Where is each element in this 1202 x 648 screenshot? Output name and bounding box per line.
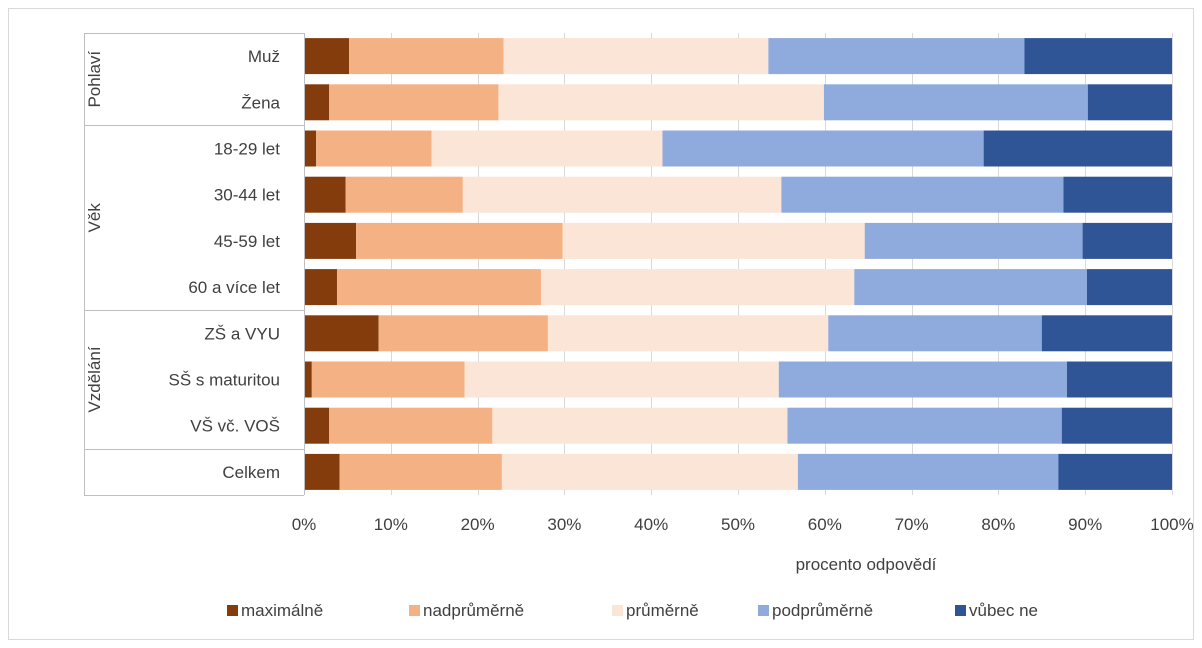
legend-label: nadprůměrně — [423, 601, 524, 620]
bar-segment — [1041, 315, 1172, 352]
bar-segment — [304, 84, 330, 121]
x-tick-label: 20% — [461, 515, 495, 534]
bar-segment — [983, 130, 1172, 167]
bar-segment — [823, 84, 1088, 121]
bar-segment — [304, 38, 350, 75]
bar-segment — [329, 407, 493, 444]
category-label: ZŠ a VYU — [204, 324, 280, 343]
legend-label: maximálně — [241, 601, 323, 620]
bar-segment — [304, 176, 346, 213]
legend-swatch — [955, 605, 966, 616]
x-tick-label: 30% — [547, 515, 581, 534]
bar-segment — [1086, 269, 1172, 306]
bar-segment — [464, 361, 779, 398]
bar-segment — [304, 315, 379, 352]
category-label: 30-44 let — [214, 186, 280, 205]
bar-segment — [304, 130, 317, 167]
bar-segment — [540, 269, 855, 306]
bar-segment — [1061, 407, 1172, 444]
bar-segment — [356, 222, 563, 259]
category-axis: Muž Žena 18-29 let 30-44 let 45-59 let 60 a v… — [84, 33, 305, 496]
bar-segment — [547, 315, 829, 352]
bar-segment — [662, 130, 984, 167]
category-label: 60 a více let — [188, 278, 280, 297]
bar-segment — [864, 222, 1083, 259]
bar-segment — [431, 130, 663, 167]
bar-segment — [336, 269, 541, 306]
category-label: VŠ vč. VOŠ — [190, 417, 280, 436]
bar-segment — [1066, 361, 1172, 398]
legend-swatch — [758, 605, 769, 616]
legend-swatch — [227, 605, 238, 616]
x-tick-label: 10% — [374, 515, 408, 534]
bar-segment — [304, 269, 337, 306]
group-label: Pohlaví — [85, 51, 104, 108]
bar-segment — [503, 38, 769, 75]
bar-segment — [349, 38, 504, 75]
x-tick-label: 70% — [895, 515, 929, 534]
bar-segment — [854, 269, 1087, 306]
category-label: Žena — [241, 93, 280, 112]
bar-segment — [462, 176, 782, 213]
x-tick-label: 100% — [1150, 515, 1193, 534]
bar-segment — [828, 315, 1042, 352]
bar-segment — [501, 453, 798, 490]
bar-segment — [316, 130, 432, 167]
x-tick-label: 80% — [981, 515, 1015, 534]
bar-segment — [304, 222, 357, 259]
x-tick-label: 0% — [292, 515, 317, 534]
legend: maximálně nadprůměrně průměrně podprůměrně v… — [227, 601, 1038, 620]
x-axis-ticks: 0% 10% 20% 30% 40% 50% 60% 70% 80% 90% 100% — [292, 515, 1194, 534]
bar-segment — [329, 84, 499, 121]
bar-segment — [304, 453, 340, 490]
bar-segment — [562, 222, 865, 259]
x-tick-label: 50% — [721, 515, 755, 534]
category-label: Muž — [248, 47, 280, 66]
category-label: 45-59 let — [214, 232, 280, 251]
bar-segment — [304, 407, 330, 444]
category-label: SŠ s maturitou — [169, 371, 281, 390]
bar-segment — [778, 361, 1067, 398]
x-axis-title: procento odpovědí — [796, 555, 937, 574]
legend-label: podprůměrně — [772, 601, 873, 620]
bar-segment — [378, 315, 548, 352]
bar-segment — [768, 38, 1025, 75]
group-label: Věk — [85, 203, 104, 233]
bar-segment — [345, 176, 463, 213]
legend-swatch — [409, 605, 420, 616]
bar-segment — [311, 361, 465, 398]
x-tick-label: 90% — [1068, 515, 1102, 534]
bar-segment — [1063, 176, 1172, 213]
bar-segment — [1058, 453, 1172, 490]
legend-swatch — [612, 605, 623, 616]
bar-segment — [498, 84, 824, 121]
group-label: Vzdělání — [85, 346, 104, 412]
bars — [304, 38, 1172, 490]
bar-segment — [797, 453, 1059, 490]
category-label: 18-29 let — [214, 140, 280, 159]
category-label: Celkem — [222, 463, 280, 482]
bar-segment — [304, 361, 312, 398]
x-tick-label: 60% — [808, 515, 842, 534]
bar-segment — [339, 453, 502, 490]
bar-segment — [1082, 222, 1172, 259]
legend-label: průměrně — [626, 601, 699, 620]
bar-segment — [1024, 38, 1172, 75]
x-tick-label: 40% — [634, 515, 668, 534]
bar-segment — [787, 407, 1062, 444]
bar-segment — [781, 176, 1064, 213]
bar-segment — [1087, 84, 1172, 121]
legend-label: vůbec ne — [969, 601, 1038, 620]
bar-segment — [492, 407, 788, 444]
